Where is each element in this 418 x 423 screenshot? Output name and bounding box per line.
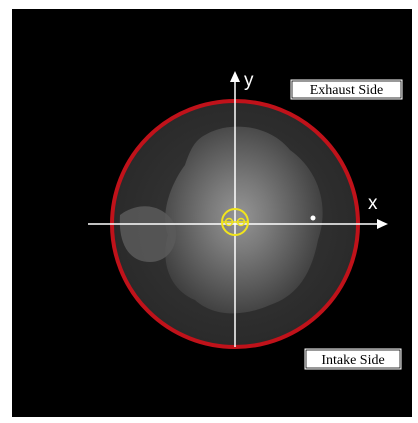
intake-side-label: Intake Side bbox=[303, 347, 403, 371]
bright-spot bbox=[310, 215, 316, 221]
y-axis-label: y bbox=[244, 70, 254, 91]
exhaust-side-text: Exhaust Side bbox=[310, 83, 384, 98]
y-axis-arrow-icon bbox=[230, 71, 240, 82]
x-axis-arrow-icon bbox=[377, 219, 388, 229]
exhaust-side-label: Exhaust Side bbox=[289, 78, 404, 101]
injector-symbol-icon bbox=[221, 208, 249, 236]
intake-side-text: Intake Side bbox=[321, 353, 384, 368]
x-axis-label: x bbox=[368, 193, 378, 214]
flame-left-lobe bbox=[119, 206, 177, 262]
